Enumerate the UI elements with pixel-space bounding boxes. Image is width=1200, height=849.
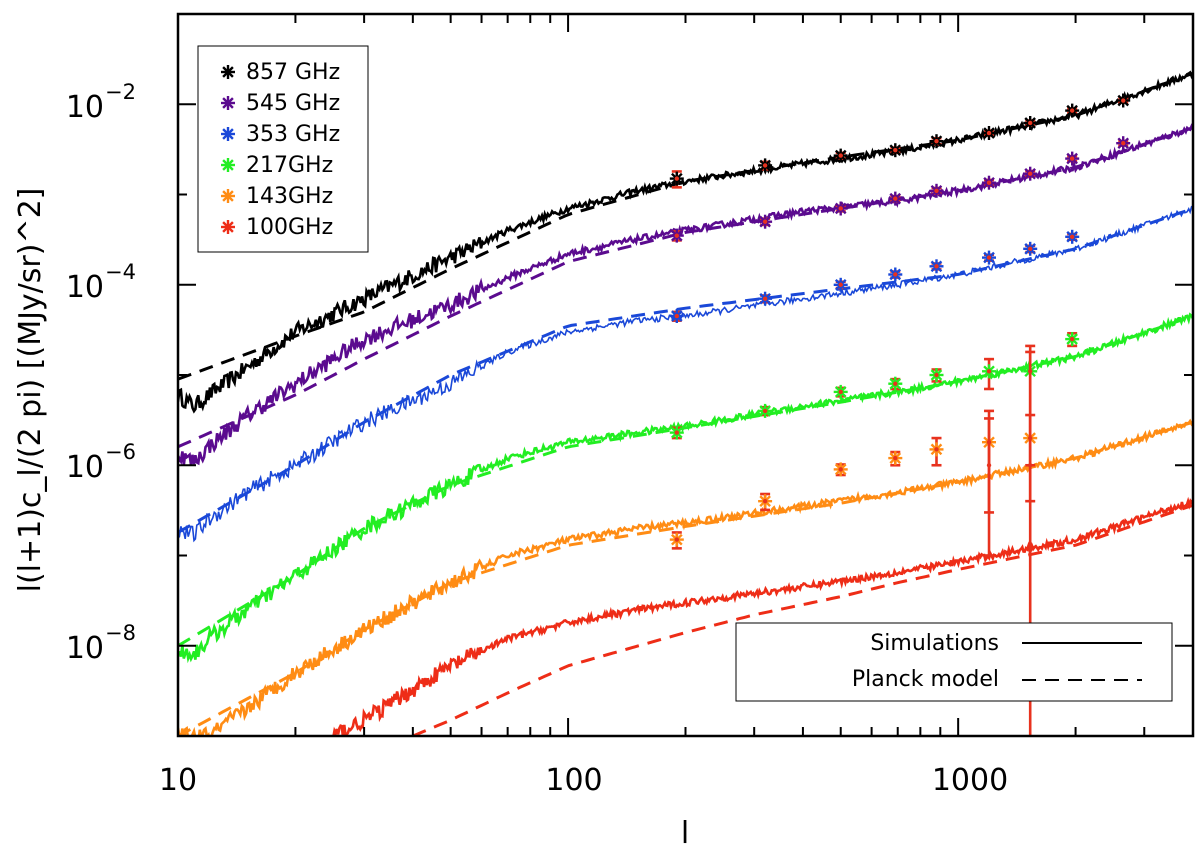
data-point-center-545ghz [934, 188, 939, 193]
y-axis-label: l(l+1)c_l/(2 pi) [(MJy/sr)^2] [13, 188, 48, 593]
legend-marker-217ghz [221, 158, 235, 172]
legend-label-217: 217GHz [246, 153, 333, 178]
x-tick-label-10: 10 [159, 763, 197, 798]
data-point-center-857ghz [986, 130, 992, 136]
y-tick-base-1e-2: 10 [66, 90, 104, 125]
plot-content [178, 70, 1193, 736]
simulation-line-545ghz [178, 123, 1193, 466]
legend-marker-353ghz [221, 127, 235, 141]
simulation-line-143ghz [178, 418, 1193, 736]
data-point-center-857ghz [762, 163, 768, 168]
data-point-center-857ghz [1121, 98, 1126, 103]
data-point-center-545ghz [1027, 171, 1033, 176]
y-tick-base-1e-8: 10 [66, 631, 104, 666]
data-point-center-353ghz [674, 313, 680, 319]
data-point-center-353ghz [1027, 246, 1033, 252]
data-point-center-217ghz [762, 408, 768, 414]
data-point-center-143ghz [893, 455, 898, 461]
legend-label-simulations: Simulations [870, 631, 999, 656]
data-point-center-353ghz [893, 272, 898, 277]
error-bar-100ghz [984, 409, 995, 557]
legend-label-353: 353 GHz [246, 122, 340, 147]
data-point-center-353ghz [934, 264, 939, 269]
legend-styles: Simulations Planck model [735, 622, 1173, 702]
data-point-center-143ghz [838, 467, 843, 472]
simulation-line-857ghz [178, 70, 1193, 414]
y-tick-label-1e-6: 10 −6 [66, 440, 136, 485]
y-tick-base-1e-4: 10 [66, 270, 104, 305]
model-line-100ghz [412, 503, 1193, 736]
y-tick-exp-1e-8: −8 [105, 621, 136, 645]
data-point-center-545ghz [893, 196, 898, 201]
data-point-center-217ghz [1069, 336, 1075, 342]
legend-frequency-entries [221, 65, 235, 234]
legend-marker-143ghz [221, 189, 235, 203]
legend-label-100: 100GHz [246, 215, 333, 240]
data-point-center-857ghz [893, 147, 898, 153]
legend-frequencies: 857 GHz 545 GHz 353 GHz 217GHz 143GHz 10… [197, 45, 369, 253]
data-point-center-857ghz [934, 138, 939, 144]
legend-label-545: 545 GHz [246, 91, 340, 116]
data-point-center-217ghz [674, 430, 680, 435]
legend-marker-545ghz [221, 96, 235, 110]
y-tick-exp-1e-4: −4 [105, 260, 136, 284]
data-point-center-143ghz [762, 498, 768, 504]
y-tick-label-1e-4: 10 −4 [66, 260, 136, 305]
legend-label-143: 143GHz [246, 184, 333, 209]
simulation-line-217ghz [178, 312, 1193, 664]
model-line-545ghz [178, 126, 1193, 449]
data-point-center-857ghz [674, 176, 680, 181]
x-tick-label-1000: 1000 [932, 763, 1008, 798]
x-tick-label-100: 100 [545, 763, 602, 798]
data-point-center-545ghz [986, 180, 992, 185]
data-point-center-545ghz [1121, 141, 1126, 146]
data-point-center-545ghz [762, 219, 768, 224]
data-point-center-857ghz [1027, 120, 1033, 126]
y-tick-exp-1e-6: −6 [105, 440, 136, 464]
y-tick-exp-1e-2: −2 [105, 80, 136, 104]
data-point-center-100ghz [986, 463, 992, 468]
legend-label-planck-model: Planck model [852, 667, 999, 692]
data-point-center-353ghz [762, 296, 768, 301]
simulation-line-100ghz [332, 496, 1193, 736]
simulation-line-353ghz [178, 205, 1193, 543]
data-point-center-143ghz [934, 447, 939, 452]
data-point-center-545ghz [674, 233, 680, 238]
data-point-center-100ghz [1027, 463, 1033, 468]
data-point-center-545ghz [838, 206, 843, 211]
data-point-center-217ghz [893, 381, 898, 386]
axis-ticks [177, 13, 1194, 737]
data-point-center-353ghz [1069, 234, 1075, 239]
legend-marker-857ghz [221, 65, 235, 79]
data-point-center-143ghz [674, 537, 680, 542]
y-tick-label-1e-2: 10 −2 [66, 80, 136, 125]
data-point-center-857ghz [1069, 108, 1075, 113]
data-point-center-545ghz [1069, 156, 1075, 161]
y-tick-label-1e-8: 10 −8 [66, 621, 136, 666]
data-point-center-217ghz [986, 369, 992, 374]
legend-marker-100ghz [221, 220, 235, 234]
data-point-center-857ghz [838, 153, 843, 158]
x-axis-label: l [681, 816, 689, 849]
legend-label-857: 857 GHz [246, 60, 340, 85]
data-point-center-217ghz [838, 389, 843, 395]
data-point-center-353ghz [838, 282, 843, 287]
data-point-center-353ghz [986, 255, 992, 260]
y-tick-base-1e-6: 10 [66, 450, 104, 485]
data-point-center-217ghz [934, 372, 939, 378]
